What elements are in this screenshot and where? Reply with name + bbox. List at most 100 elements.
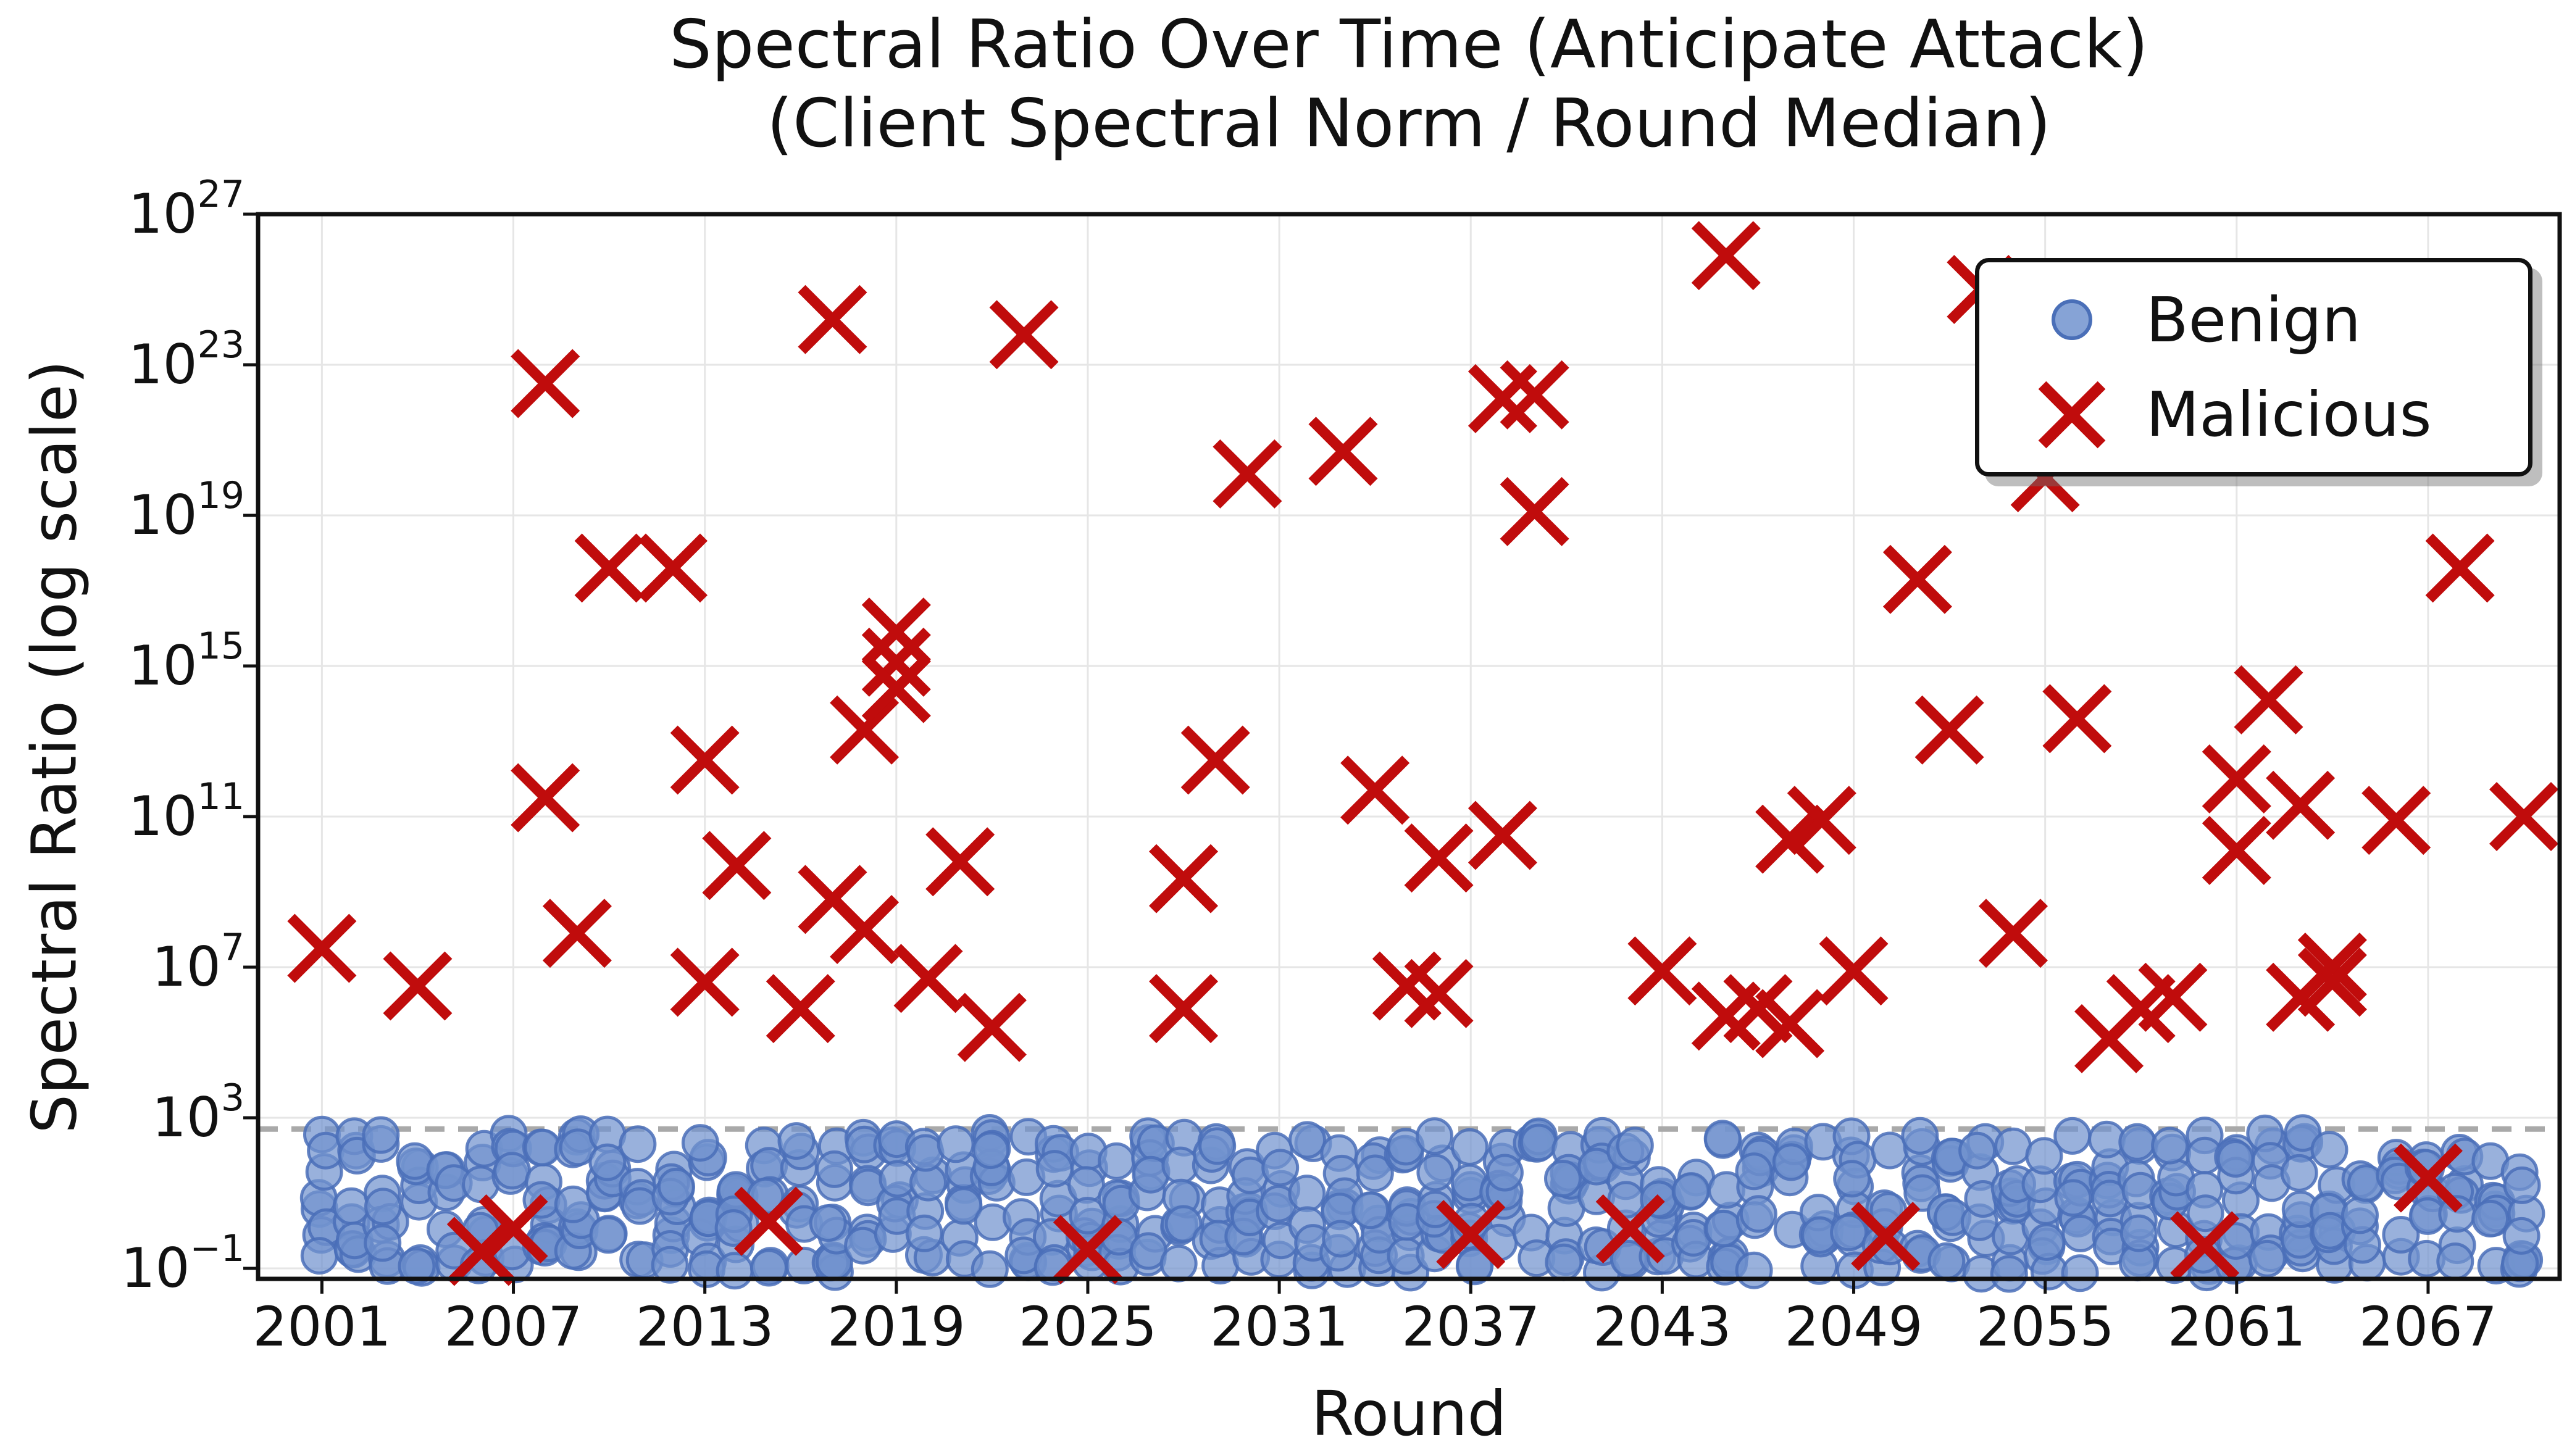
malicious-point: [1340, 755, 1410, 825]
benign-point: [2284, 1114, 2322, 1152]
benign-point: [2053, 1117, 2092, 1155]
malicious-point: [2297, 932, 2367, 1002]
malicious-point: [383, 951, 453, 1021]
benign-point: [1416, 1154, 1455, 1192]
malicious-point: [511, 349, 580, 418]
malicious-point: [1882, 544, 1952, 614]
benign-point: [589, 1216, 627, 1254]
plot-frame: [256, 212, 2562, 1281]
benign-point: [2119, 1214, 2158, 1252]
x-axis-label: Round: [1311, 1378, 1507, 1450]
y-tick-label: 1015: [128, 625, 244, 697]
y-tick-label: 1019: [128, 474, 244, 547]
benign-point: [681, 1124, 719, 1162]
benign-point: [937, 1125, 975, 1163]
benign-point: [2341, 1196, 2379, 1234]
benign-point: [714, 1209, 753, 1247]
malicious-point: [1500, 360, 1569, 430]
benign-point: [2382, 1216, 2420, 1254]
malicious-point: [1595, 1194, 1665, 1263]
malicious-point: [1404, 959, 1474, 1028]
benign-point: [657, 1167, 695, 1205]
benign-point: [1416, 1117, 1454, 1155]
benign-point: [1356, 1154, 1394, 1192]
malicious-point: [1691, 221, 1761, 291]
legend: Benign Malicious: [1975, 258, 2532, 476]
malicious-point: [2266, 770, 2336, 840]
benign-point: [1703, 1120, 1742, 1158]
malicious-point: [861, 654, 931, 723]
malicious-point: [1053, 1215, 1122, 1284]
benign-point: [2310, 1131, 2349, 1169]
malicious-point: [2202, 744, 2271, 814]
malicious-point: [861, 627, 931, 697]
malicious-point: [2170, 1211, 2240, 1281]
x-tick-label: 2025: [1019, 1295, 1157, 1358]
benign-point: [1833, 1160, 1871, 1198]
benign-point: [1035, 1150, 1074, 1188]
benign-point: [1164, 1205, 1203, 1243]
benign-point: [809, 1204, 847, 1242]
benign-point: [493, 1152, 532, 1190]
malicious-point: [830, 894, 900, 965]
benign-point: [1519, 1123, 1558, 1162]
benign-point: [651, 1246, 689, 1284]
malicious-point: [798, 285, 867, 354]
chart-title-line1: Spectral Ratio Over Time (Anticipate Att…: [669, 6, 2148, 83]
benign-point: [1772, 1143, 1810, 1181]
benign-point: [716, 1252, 754, 1290]
malicious-point: [861, 597, 931, 667]
x-tick-label: 2037: [1401, 1295, 1540, 1358]
benign-point: [2503, 1166, 2541, 1204]
x-tick-label: 2049: [1785, 1295, 1923, 1358]
benign-point: [1198, 1127, 1237, 1165]
legend-item-benign: Benign: [1979, 283, 2528, 357]
benign-point: [1994, 1127, 2032, 1165]
benign-point: [1672, 1172, 1710, 1210]
malicious-point: [1213, 439, 1282, 509]
malicious-point: [542, 899, 612, 968]
benign-point: [2248, 1239, 2286, 1278]
benign-point: [971, 1250, 1009, 1288]
x-tick-label: 2067: [2359, 1295, 2497, 1358]
benign-point: [879, 1160, 917, 1198]
benign-point: [2216, 1140, 2255, 1178]
benign-point: [1735, 1152, 1773, 1191]
benign-point: [1739, 1195, 1777, 1233]
benign-point: [1261, 1149, 1300, 1187]
benign-point: [1545, 1243, 1583, 1281]
benign-point: [398, 1247, 436, 1285]
benign-point: [1577, 1147, 1616, 1186]
malicious-points: [287, 221, 2559, 1286]
malicious-point: [670, 725, 740, 795]
malicious-point: [1149, 844, 1219, 913]
malicious-point: [1468, 801, 1537, 870]
malicious-point: [1787, 786, 1856, 855]
x-tick-label: 2001: [253, 1295, 391, 1358]
benign-point: [364, 1224, 402, 1262]
malicious-point: [1819, 936, 1889, 1006]
malicious-point: [893, 944, 963, 1013]
malicious-point: [2425, 533, 2495, 603]
malicious-point: [574, 533, 644, 603]
benign-point: [1616, 1126, 1654, 1165]
benign-point: [2025, 1137, 2063, 1175]
malicious-point: [2042, 684, 2112, 754]
malicious-point: [1436, 1200, 1506, 1270]
benign-point: [1351, 1191, 1390, 1229]
malicious-point: [2489, 781, 2559, 852]
malicious-point: [1978, 899, 2048, 968]
malicious-point: [1755, 804, 1825, 874]
x-tick-label: 2031: [1210, 1295, 1348, 1358]
malicious-point: [2361, 786, 2431, 855]
benign-point: [2471, 1199, 2510, 1238]
y-tick-label: 10−1: [121, 1227, 244, 1300]
benign-point: [1098, 1142, 1135, 1180]
malicious-point: [1308, 417, 1378, 486]
legend-label-benign: Benign: [2146, 283, 2361, 356]
malicious-point: [830, 695, 900, 765]
x-tick-label: 2013: [636, 1295, 774, 1358]
benign-point: [2027, 1223, 2066, 1261]
